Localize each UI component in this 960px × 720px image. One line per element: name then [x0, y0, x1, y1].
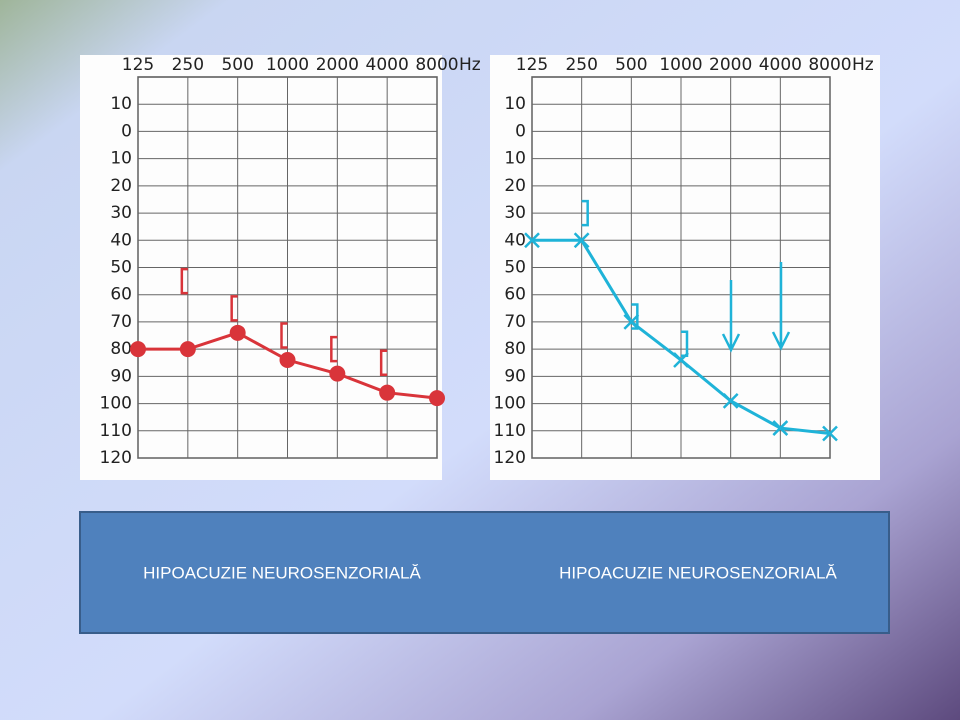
marker	[623, 314, 640, 330]
x-tick-label: 8000	[808, 55, 851, 75]
x-tick-label: 500	[615, 55, 647, 75]
y-tick-label: 10	[110, 149, 132, 169]
y-tick-label: 90	[504, 366, 526, 386]
y-tick-label: 10	[504, 149, 526, 169]
x-tick-label: 250	[172, 55, 204, 75]
marker	[524, 232, 540, 249]
y-tick-label: 80	[504, 339, 526, 359]
y-tick-label: 0	[121, 121, 132, 141]
y-tick-label: 50	[504, 258, 526, 278]
no-response-arrows	[721, 262, 791, 353]
y-tick-label: 90	[110, 366, 132, 386]
y-tick-label: 110	[494, 421, 526, 441]
marker	[722, 392, 739, 409]
x-tick-label: 500	[221, 55, 253, 75]
marker	[429, 390, 445, 407]
y-tick-label: 40	[110, 230, 132, 250]
marker	[681, 330, 689, 357]
x-tick-label: 1000	[266, 55, 309, 75]
y-tick-label: 0	[515, 121, 526, 141]
x-tick-label: 2000	[316, 55, 359, 75]
x-axis-label: Hz	[852, 55, 874, 75]
x-tick-label: 2000	[709, 55, 752, 75]
y-tick-label: 120	[100, 448, 132, 468]
x-tick-label: 4000	[759, 55, 802, 75]
x-tick-label: 4000	[366, 55, 409, 75]
marker	[379, 349, 388, 376]
y-tick-label: 110	[100, 421, 132, 441]
marker	[280, 322, 288, 349]
x-tick-label: 125	[122, 55, 154, 75]
x-tick-label: 1000	[659, 55, 702, 75]
caption: HIPOACUZIE NEUROSENZORIALĂ	[559, 563, 837, 582]
y-tick-label: 120	[494, 448, 526, 468]
y-tick-label: 80	[110, 339, 132, 359]
marker	[180, 267, 188, 295]
caption-box	[79, 511, 890, 634]
y-tick-label: 60	[504, 285, 526, 305]
marker	[279, 352, 296, 369]
x-tick-label: 8000	[415, 55, 458, 75]
marker	[179, 341, 196, 358]
y-tick-label: 20	[110, 176, 132, 196]
y-tick-label: 100	[494, 394, 526, 414]
y-tick-label: 60	[110, 285, 132, 305]
marker	[229, 324, 246, 341]
caption: HIPOACUZIE NEUROSENZORIALĂ	[143, 563, 421, 582]
x-tick-label: 250	[565, 55, 597, 75]
y-tick-label: 10	[504, 94, 526, 114]
y-tick-label: 70	[110, 312, 132, 332]
x-axis-label: Hz	[459, 55, 481, 75]
y-tick-label: 40	[504, 230, 526, 250]
arrow	[771, 262, 791, 351]
x-tick-label: 125	[516, 55, 548, 75]
y-tick-label: 100	[100, 394, 132, 414]
y-tick-label: 30	[110, 203, 132, 223]
marker	[230, 295, 238, 322]
arrow	[721, 280, 741, 353]
y-tick-label: 10	[110, 94, 132, 114]
y-tick-label: 50	[110, 258, 132, 278]
marker	[379, 384, 396, 401]
y-tick-label: 20	[504, 176, 526, 196]
marker	[631, 303, 639, 330]
marker	[573, 232, 590, 249]
marker	[822, 425, 838, 442]
marker	[329, 365, 346, 382]
marker	[772, 420, 789, 436]
y-tick-label: 30	[504, 203, 526, 223]
marker	[581, 199, 589, 227]
marker	[130, 341, 146, 358]
marker	[330, 335, 338, 363]
y-tick-label: 70	[504, 312, 526, 332]
